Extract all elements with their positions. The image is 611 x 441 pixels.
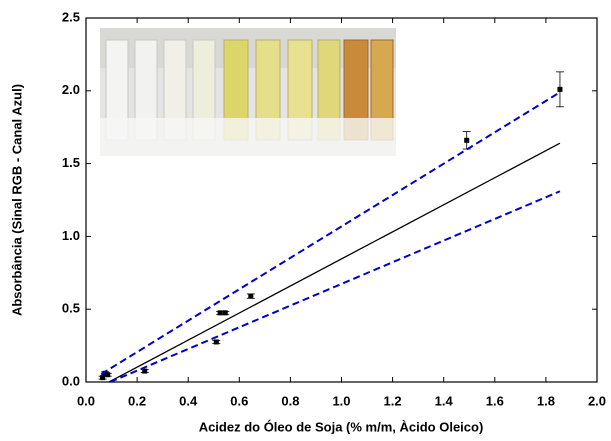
data-point bbox=[217, 310, 223, 316]
data-point bbox=[557, 86, 563, 92]
y-axis-label: Absorbância (Sinal RGB - Canal Azul) bbox=[9, 84, 24, 316]
x-tick-label: 1.8 bbox=[537, 393, 555, 408]
data-point bbox=[105, 372, 111, 378]
data-point bbox=[213, 339, 219, 345]
inset-photo bbox=[100, 28, 396, 156]
x-tick-label: 2.0 bbox=[588, 393, 606, 408]
fit-line bbox=[100, 91, 561, 375]
fit-line bbox=[108, 142, 561, 383]
data-point bbox=[464, 137, 470, 143]
x-tick-label: 0.0 bbox=[77, 393, 95, 408]
x-tick-label: 1.6 bbox=[486, 393, 504, 408]
x-tick-label: 1.0 bbox=[332, 393, 350, 408]
x-tick-label: 0.4 bbox=[179, 393, 198, 408]
fit-line bbox=[109, 190, 561, 383]
x-tick-label: 1.4 bbox=[435, 393, 454, 408]
y-tick-label: 0.0 bbox=[62, 373, 80, 388]
data-point bbox=[142, 368, 148, 374]
x-tick-label: 0.2 bbox=[128, 393, 146, 408]
y-tick-label: 0.5 bbox=[62, 301, 80, 316]
y-tick-label: 1.0 bbox=[62, 228, 80, 243]
data-point bbox=[100, 375, 106, 381]
y-tick-label: 1.5 bbox=[62, 155, 80, 170]
y-tick-label: 2.5 bbox=[62, 9, 80, 24]
data-point bbox=[222, 310, 228, 316]
x-tick-label: 0.6 bbox=[230, 393, 248, 408]
y-tick-label: 2.0 bbox=[62, 82, 80, 97]
x-tick-label: 1.2 bbox=[384, 393, 402, 408]
x-tick-label: 0.8 bbox=[281, 393, 299, 408]
x-axis-label: Acidez do Óleo de Soja (% m/m, Àcido Ole… bbox=[199, 419, 484, 434]
data-point bbox=[248, 293, 254, 299]
